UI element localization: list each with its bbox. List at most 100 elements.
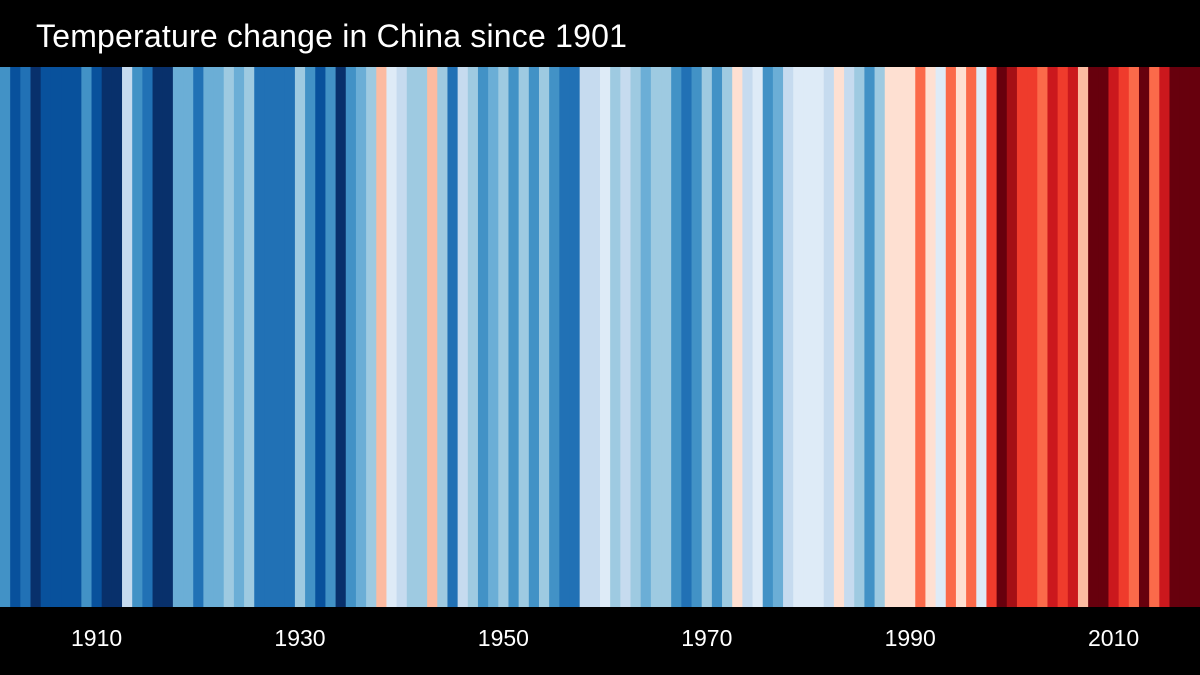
stripe-2017	[1179, 67, 1191, 607]
stripe-1962	[620, 67, 632, 607]
stripe-1981	[813, 67, 825, 607]
stripe-1975	[752, 67, 764, 607]
stripe-1957	[569, 67, 581, 607]
stripe-1980	[803, 67, 815, 607]
stripe-1908	[71, 67, 82, 607]
stripe-2010	[1108, 67, 1120, 607]
stripe-1989	[894, 67, 906, 607]
stripe-1933	[325, 67, 337, 607]
stripe-2004	[1047, 67, 1059, 607]
stripe-1972	[722, 67, 733, 607]
stripe-1996	[966, 67, 977, 607]
stripe-1979	[793, 67, 804, 607]
stripe-1910	[91, 67, 103, 607]
stripe-1922	[213, 67, 225, 607]
stripe-2016	[1169, 67, 1181, 607]
stripe-2013	[1138, 67, 1150, 607]
warming-stripes	[0, 67, 1200, 607]
stripe-1967	[671, 67, 682, 607]
stripe-1954	[538, 67, 550, 607]
stripe-1940	[396, 67, 408, 607]
stripe-1985	[854, 67, 866, 607]
stripe-1971	[711, 67, 723, 607]
stripe-1928	[274, 67, 286, 607]
stripe-1973	[732, 67, 743, 607]
stripe-1926	[254, 67, 266, 607]
stripe-1987	[874, 67, 886, 607]
stripe-1911	[101, 67, 113, 607]
stripe-1919	[183, 67, 194, 607]
stripe-1993	[935, 67, 947, 607]
stripe-1917	[162, 67, 174, 607]
x-tick-label-1990: 1990	[884, 625, 936, 651]
stripe-1952	[518, 67, 530, 607]
stripe-1937	[366, 67, 377, 607]
stripe-1914	[132, 67, 143, 607]
x-tick-label-1950: 1950	[477, 625, 529, 651]
stripe-2002	[1027, 67, 1038, 607]
stripe-2015	[1159, 67, 1171, 607]
stripe-1970	[701, 67, 713, 607]
x-tick-label-1930: 1930	[274, 625, 326, 651]
stripe-1904	[30, 67, 42, 607]
stripe-1934	[335, 67, 347, 607]
stripe-1932	[315, 67, 327, 607]
stripe-1974	[742, 67, 754, 607]
stripe-2018	[1189, 67, 1200, 607]
stripe-1935	[345, 67, 357, 607]
stripe-1983	[833, 67, 845, 607]
stripe-1920	[193, 67, 204, 607]
stripe-1955	[549, 67, 560, 607]
stripe-1944	[437, 67, 449, 607]
stripe-1912	[111, 67, 123, 607]
stripe-1924	[233, 67, 245, 607]
stripe-1968	[681, 67, 693, 607]
stripe-1905	[40, 67, 52, 607]
stripe-1913	[122, 67, 133, 607]
stripe-1976	[762, 67, 774, 607]
stripe-1990	[905, 67, 916, 607]
stripe-1929	[284, 67, 296, 607]
stripe-1948	[477, 67, 489, 607]
stripe-1956	[559, 67, 571, 607]
stripe-1953	[528, 67, 540, 607]
stripe-1988	[884, 67, 896, 607]
stripe-1902	[10, 67, 21, 607]
stripe-1925	[244, 67, 255, 607]
stripe-2014	[1149, 67, 1160, 607]
stripe-1923	[223, 67, 235, 607]
stripe-1995	[955, 67, 967, 607]
stripe-1991	[915, 67, 927, 607]
stripe-2003	[1037, 67, 1049, 607]
stripe-1997	[976, 67, 988, 607]
x-axis: 1910 1930 1950 1970 1990 2010	[0, 607, 1200, 675]
stripe-1982	[823, 67, 835, 607]
x-tick-label-2010: 2010	[1088, 625, 1140, 651]
stripe-1909	[81, 67, 93, 607]
stripe-1986	[864, 67, 876, 607]
stripe-2011	[1118, 67, 1130, 607]
x-tick-label-1910: 1910	[71, 625, 123, 651]
stripe-1977	[772, 67, 784, 607]
stripe-2000	[1006, 67, 1018, 607]
stripe-1963	[630, 67, 642, 607]
stripe-2008	[1088, 67, 1099, 607]
stripe-1903	[20, 67, 32, 607]
stripe-1901	[0, 67, 11, 607]
stripe-1938	[376, 67, 388, 607]
stripe-1942	[416, 67, 428, 607]
stripe-1999	[996, 67, 1008, 607]
x-tick-label-1970: 1970	[681, 625, 733, 651]
stripe-1921	[203, 67, 215, 607]
stripe-1965	[650, 67, 662, 607]
stripe-1984	[844, 67, 855, 607]
stripe-1945	[447, 67, 459, 607]
stripe-1916	[152, 67, 164, 607]
stripe-1951	[508, 67, 520, 607]
stripe-1918	[172, 67, 184, 607]
stripe-1950	[498, 67, 510, 607]
stripe-1966	[661, 67, 672, 607]
stripe-1961	[610, 67, 621, 607]
stripe-1915	[142, 67, 154, 607]
stripe-2001	[1016, 67, 1028, 607]
